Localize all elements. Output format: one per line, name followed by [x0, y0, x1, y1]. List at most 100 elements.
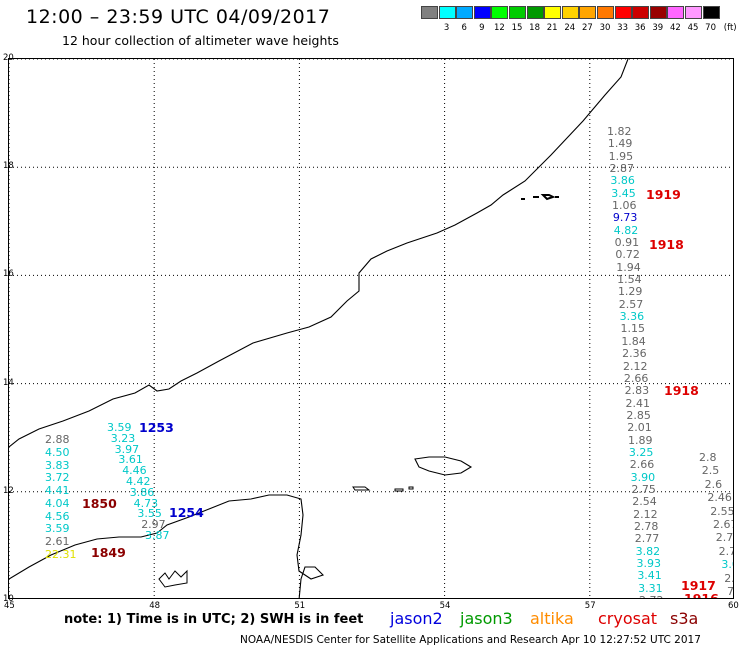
legend-label: 39: [652, 23, 664, 33]
wave-height-value: 4.50: [45, 445, 70, 459]
latitude-tick-label: 20: [3, 53, 14, 63]
longitude-tick-label: 57: [584, 601, 596, 611]
wave-height-value: 2.5: [701, 464, 720, 478]
wave-height-value: 2.12: [633, 507, 658, 521]
satellite-jason2: jason2: [390, 609, 443, 628]
legend-swatch: [702, 6, 720, 19]
legend-swatch: [667, 6, 685, 19]
legend-swatch: [473, 6, 491, 19]
longitude-tick-label: 54: [439, 601, 451, 611]
legend-label: 24: [564, 23, 576, 33]
wave-height-value: 1.89: [628, 433, 653, 447]
wave-height-value: 3.86: [610, 174, 635, 188]
satellite-s3a: s3a: [670, 609, 699, 628]
wave-height-value: 3.93: [636, 556, 661, 570]
small-islet-1: [394, 488, 404, 492]
wave-height-value: 2.6: [704, 477, 723, 491]
wave-height-value: 9.73: [612, 211, 638, 225]
legend-swatch: [649, 6, 667, 19]
wave-height-value: 1.54: [617, 273, 642, 287]
wave-height-value: 4.56: [45, 509, 70, 523]
legend-label: 6: [461, 23, 467, 33]
satellite-altika: altika: [530, 609, 574, 628]
wave-height-value: 3.61: [118, 453, 143, 467]
socotra-island: [414, 456, 473, 476]
wave-height-value: 2.54: [632, 495, 657, 509]
satellite-jason3: jason3: [460, 609, 513, 628]
credit-line: NOAA/NESDIS Center for Satellite Applica…: [240, 634, 701, 646]
wave-height-value: 3.86: [129, 485, 155, 499]
pass-time-label: 1254: [169, 505, 204, 520]
legend-swatch: [614, 6, 632, 19]
pass-time-label: 1916: [684, 591, 719, 599]
wave-height-value: 1.15: [620, 322, 645, 336]
wave-height-value: 0.91: [614, 236, 640, 250]
arabian-coastline: [9, 59, 629, 448]
wave-height-value: 2.57: [618, 297, 644, 311]
wave-height-value: 2.41: [625, 396, 651, 410]
wave-height-value: 1.29: [617, 285, 643, 299]
wave-height-value: 79: [727, 585, 734, 598]
legend-swatch: [509, 6, 526, 19]
wave-height-value: 4.42: [126, 475, 151, 488]
gridlines: [9, 59, 733, 598]
legend-label: 9: [479, 23, 485, 33]
pass-time-label: 1253: [139, 420, 174, 435]
footer-note: note: 1) Time is in UTC; 2) SWH is in fe…: [64, 612, 364, 627]
wave-height-value: 3.97: [114, 442, 140, 456]
wave-height-value: 1.94: [616, 260, 641, 274]
legend-swatch: [597, 6, 614, 19]
legend-label: 18: [529, 23, 540, 33]
wave-height-value: 4.41: [45, 484, 70, 498]
wave-height-value: 2.75: [631, 482, 656, 496]
wave-height-value: 3.31: [638, 581, 663, 595]
legend-swatch: [456, 6, 474, 19]
wave-height-value: 2.66: [629, 458, 655, 472]
legend-swatch: [685, 6, 702, 19]
pass-time-label: 1917: [681, 578, 716, 593]
wave-height-value: 4.46: [122, 464, 147, 478]
wave-height-value: 2.78: [633, 519, 659, 533]
wave-height-value: 2.77: [634, 532, 660, 546]
wave-height-value: 1.06: [612, 199, 637, 213]
wave-height-value: 2.36: [622, 347, 647, 361]
wave-height-value: 1.84: [621, 334, 646, 348]
wave-height-value: 2.12: [623, 359, 648, 373]
wave-height-value: 22.31: [45, 548, 77, 561]
wave-height-value: 4.82: [613, 223, 639, 237]
wave-height-value: 2.46: [707, 491, 732, 505]
legend-swatch: [438, 6, 456, 19]
wave-height-value: 2.87: [609, 162, 635, 176]
map-plot-area: 2.88 4.50 3.83 3.72 4.41 4.04 4.56 3.59 2.61 22.3…: [8, 58, 734, 599]
wave-height-value: 1.95: [608, 149, 634, 163]
wave-height-value: 2.61: [45, 535, 70, 549]
wave-height-value: 2.88: [45, 433, 70, 446]
wave-height-value: 2.72: [715, 531, 734, 545]
legend-label: 45: [687, 23, 699, 33]
somali-reef: [158, 569, 188, 588]
legend-swatch: [491, 6, 509, 19]
wave-height-value: 3.41: [637, 569, 662, 583]
wave-height-value: 3.83: [45, 458, 70, 472]
wave-height-value: 3.25: [628, 445, 654, 459]
wave-height-value: 3.23: [110, 431, 136, 445]
abd-al-kuri-island: [352, 486, 371, 491]
satellite-cryosat: cryosat: [598, 609, 658, 628]
pass-time-label: 1850: [82, 496, 117, 511]
legend-label: 12: [493, 23, 505, 33]
wave-height-value: 2.85: [626, 408, 651, 422]
latitude-tick-label: 14: [3, 377, 14, 388]
longitude-tick-label: 60: [728, 601, 739, 611]
latitude-tick-label: 12: [3, 485, 14, 496]
legend-unit: (ft): [723, 23, 737, 33]
kuria-muria-islands: [521, 194, 559, 201]
pass-time-label: 1918: [664, 383, 699, 398]
latitude-tick-label: 18: [3, 161, 14, 172]
legend-swatch: [526, 6, 544, 19]
wave-height-value: 3.90: [630, 470, 656, 484]
wave-height-value: 2.54: [724, 571, 734, 585]
wave-height-value: 3.87: [145, 529, 170, 542]
wave-height-value: 3.45: [611, 186, 636, 200]
wave-height-value: 2.55: [710, 504, 734, 518]
wave-height-value: 3.55: [137, 507, 162, 521]
